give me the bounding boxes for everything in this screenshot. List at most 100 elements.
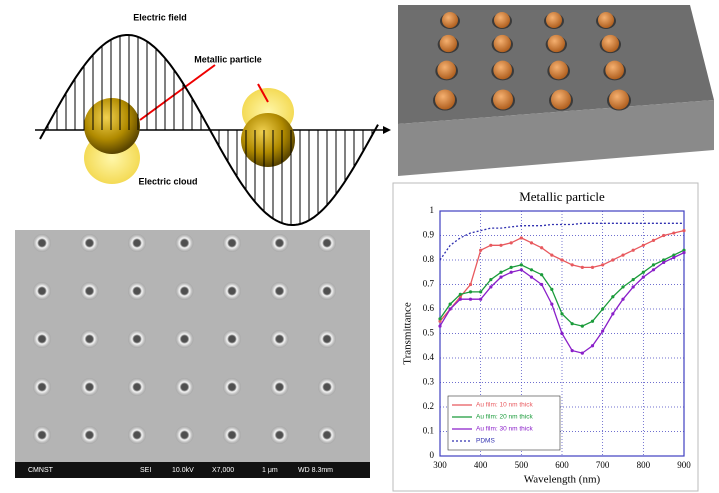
- label: Electric cloud: [138, 176, 197, 186]
- hole: [128, 378, 146, 396]
- caption: 1 μm: [262, 467, 278, 474]
- x-tick-label: 600: [555, 460, 569, 470]
- point: [672, 256, 675, 259]
- hole: [33, 282, 51, 300]
- point: [449, 303, 452, 306]
- particle: [84, 98, 140, 154]
- particle: [437, 61, 456, 80]
- caption: CMNST: [28, 467, 54, 474]
- caption: 10.0kV: [172, 467, 194, 474]
- y-tick-label: 0.7: [423, 279, 435, 289]
- point: [642, 276, 645, 279]
- hole: [223, 282, 241, 300]
- hole: [271, 234, 289, 252]
- y-tick-label: 0.1: [423, 426, 434, 436]
- particle: [435, 90, 455, 110]
- chart-title: Metallic particle: [519, 189, 605, 204]
- point: [499, 271, 502, 274]
- hole: [128, 282, 146, 300]
- point: [581, 352, 584, 355]
- arrow: [383, 126, 391, 134]
- legend-label: Au film: 20 nm thick: [476, 414, 533, 421]
- particle: [598, 12, 614, 28]
- point: [499, 276, 502, 279]
- point: [611, 258, 614, 261]
- hole: [223, 426, 241, 444]
- particle: [549, 61, 568, 80]
- point: [591, 320, 594, 323]
- point: [672, 231, 675, 234]
- hole: [271, 378, 289, 396]
- point: [571, 322, 574, 325]
- hole: [33, 426, 51, 444]
- hole: [81, 378, 99, 396]
- hole: [223, 378, 241, 396]
- particle: [551, 90, 571, 110]
- point: [499, 244, 502, 247]
- wave-diagram: Electric field Metallic particle Electri…: [35, 12, 391, 225]
- point: [581, 325, 584, 328]
- hole: [176, 426, 194, 444]
- y-tick-label: 0.2: [423, 401, 434, 411]
- hole: [223, 330, 241, 348]
- point: [621, 285, 624, 288]
- point: [469, 298, 472, 301]
- hole: [318, 234, 336, 252]
- point: [571, 263, 574, 266]
- point: [479, 298, 482, 301]
- point: [560, 332, 563, 335]
- hole: [81, 282, 99, 300]
- point: [662, 261, 665, 264]
- point: [520, 263, 523, 266]
- point: [642, 271, 645, 274]
- point: [489, 278, 492, 281]
- point: [438, 317, 441, 320]
- point: [540, 246, 543, 249]
- point: [632, 278, 635, 281]
- point: [510, 266, 513, 269]
- point: [560, 258, 563, 261]
- point: [479, 249, 482, 252]
- point: [469, 290, 472, 293]
- y-tick-label: 0.9: [423, 230, 435, 240]
- particle: [602, 35, 619, 52]
- particle: [442, 12, 458, 28]
- point: [489, 244, 492, 247]
- point: [571, 349, 574, 352]
- x-tick-label: 300: [433, 460, 447, 470]
- point: [560, 312, 563, 315]
- point: [550, 303, 553, 306]
- particle: [546, 12, 562, 28]
- hole: [318, 426, 336, 444]
- point: [449, 307, 452, 310]
- point: [632, 285, 635, 288]
- caption: WD 8.3mm: [298, 467, 333, 474]
- point: [621, 298, 624, 301]
- hole: [271, 426, 289, 444]
- hole: [223, 234, 241, 252]
- y-tick-label: 1: [430, 205, 435, 215]
- point: [479, 290, 482, 293]
- sem-background: [15, 230, 370, 478]
- figure: Electric field Metallic particle Electri…: [0, 0, 719, 493]
- hole: [271, 330, 289, 348]
- y-axis-label: Transmittance: [402, 302, 414, 365]
- point: [682, 229, 685, 232]
- point: [611, 295, 614, 298]
- substrate-block: [398, 5, 714, 176]
- point: [652, 239, 655, 242]
- point: [510, 271, 513, 274]
- point: [611, 312, 614, 315]
- point: [510, 241, 513, 244]
- particle: [605, 61, 624, 80]
- point: [520, 236, 523, 239]
- hole: [176, 330, 194, 348]
- point: [581, 266, 584, 269]
- hole: [81, 330, 99, 348]
- point: [601, 263, 604, 266]
- hole: [176, 282, 194, 300]
- hole: [128, 330, 146, 348]
- x-axis-label: Wavelength (nm): [524, 474, 601, 486]
- hole: [33, 330, 51, 348]
- hole: [128, 426, 146, 444]
